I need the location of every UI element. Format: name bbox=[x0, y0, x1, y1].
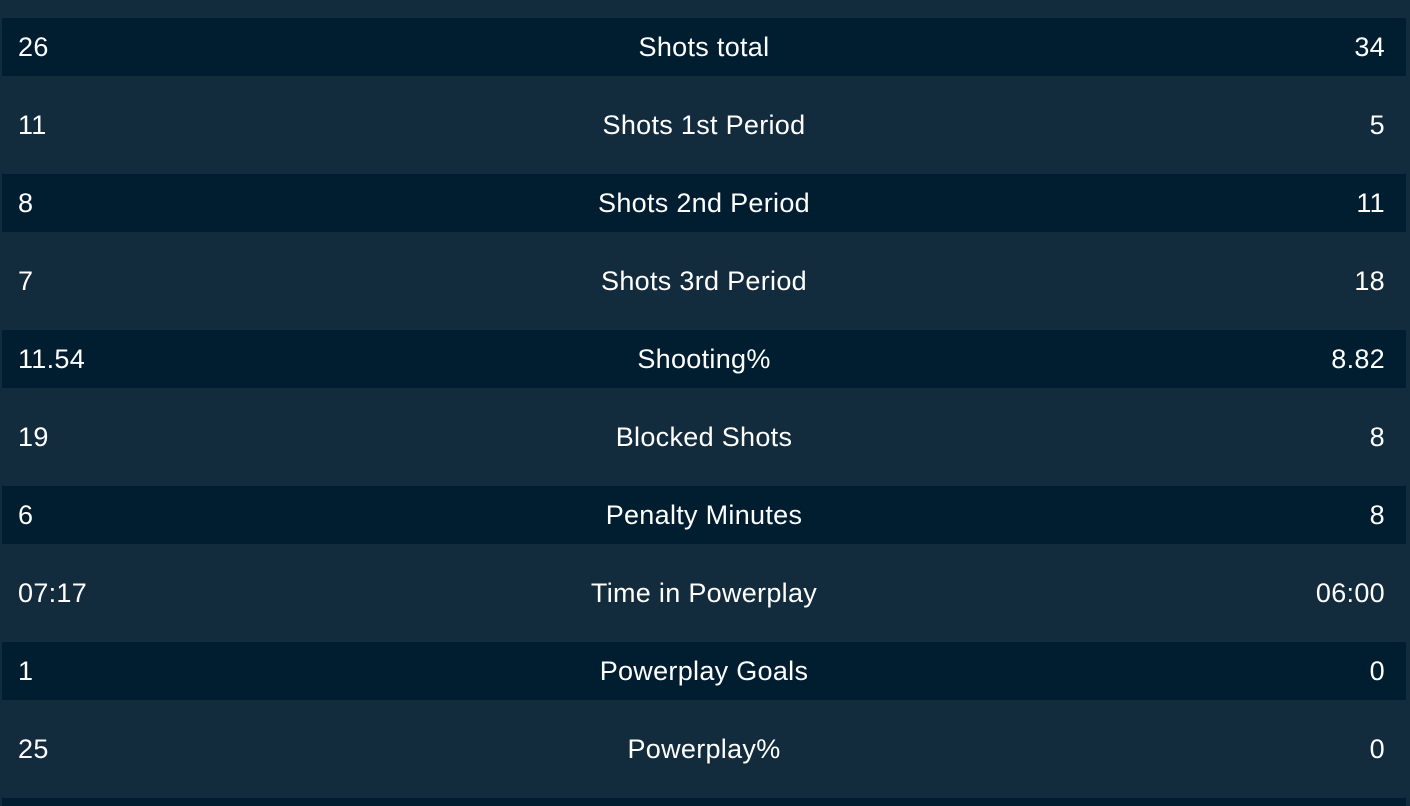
stat-row-time-in-powerplay: 07:17 Time in Powerplay 06:00 bbox=[2, 564, 1406, 622]
stat-home-value: 07:17 bbox=[18, 578, 88, 608]
stat-home-value: 8 bbox=[18, 188, 34, 218]
stat-row-powerplay-percent: 25 Powerplay% 0 bbox=[2, 720, 1406, 778]
stat-row-powerplay-goals: 1 Powerplay Goals 0 bbox=[2, 642, 1406, 700]
stat-label: Penalty Minutes bbox=[605, 500, 803, 530]
stat-home-value: 7 bbox=[18, 266, 34, 296]
stat-away-value: 8.82 bbox=[1331, 344, 1385, 374]
stat-label: Time in Powerplay bbox=[590, 578, 818, 608]
stat-away-value: 5 bbox=[1369, 110, 1385, 140]
stat-row-shots-total: 26 Shots total 34 bbox=[2, 18, 1406, 76]
stat-away-value: 06:00 bbox=[1315, 578, 1385, 608]
stat-away-value: 0 bbox=[1369, 656, 1385, 686]
stat-row-next-partial bbox=[2, 798, 1406, 806]
stat-label: Powerplay Goals bbox=[599, 656, 809, 686]
stat-home-value: 19 bbox=[18, 422, 49, 452]
stat-away-value: 8 bbox=[1369, 422, 1385, 452]
stat-label: Shots 3rd Period bbox=[601, 266, 807, 296]
stat-row-shots-1st-period: 11 Shots 1st Period 5 bbox=[2, 96, 1406, 154]
stat-row-penalty-minutes: 6 Penalty Minutes 8 bbox=[2, 486, 1406, 544]
stat-home-value: 11.54 bbox=[18, 344, 86, 374]
stat-label: Shots 1st Period bbox=[602, 110, 806, 140]
stat-away-value: 0 bbox=[1369, 734, 1385, 764]
stat-away-value: 11 bbox=[1356, 188, 1385, 218]
stat-label: Powerplay% bbox=[627, 734, 781, 764]
stat-label: Shots total bbox=[638, 32, 770, 62]
stat-home-value: 1 bbox=[18, 656, 34, 686]
stat-home-value: 26 bbox=[18, 32, 49, 62]
stat-label: Shooting% bbox=[637, 344, 771, 374]
stat-home-value: 6 bbox=[18, 500, 34, 530]
stat-row-shots-3rd-period: 7 Shots 3rd Period 18 bbox=[2, 252, 1406, 310]
stat-home-value: 11 bbox=[18, 110, 47, 140]
stat-label: Shots 2nd Period bbox=[598, 188, 810, 218]
stat-row-blocked-shots: 19 Blocked Shots 8 bbox=[2, 408, 1406, 466]
stat-row-shooting-percent: 11.54 Shooting% 8.82 bbox=[2, 330, 1406, 388]
stat-home-value: 25 bbox=[18, 734, 49, 764]
stat-away-value: 18 bbox=[1354, 266, 1385, 296]
stat-away-value: 34 bbox=[1354, 32, 1385, 62]
stat-label: Blocked Shots bbox=[615, 422, 793, 452]
stat-away-value: 8 bbox=[1369, 500, 1385, 530]
stat-row-shots-2nd-period: 8 Shots 2nd Period 11 bbox=[2, 174, 1406, 232]
